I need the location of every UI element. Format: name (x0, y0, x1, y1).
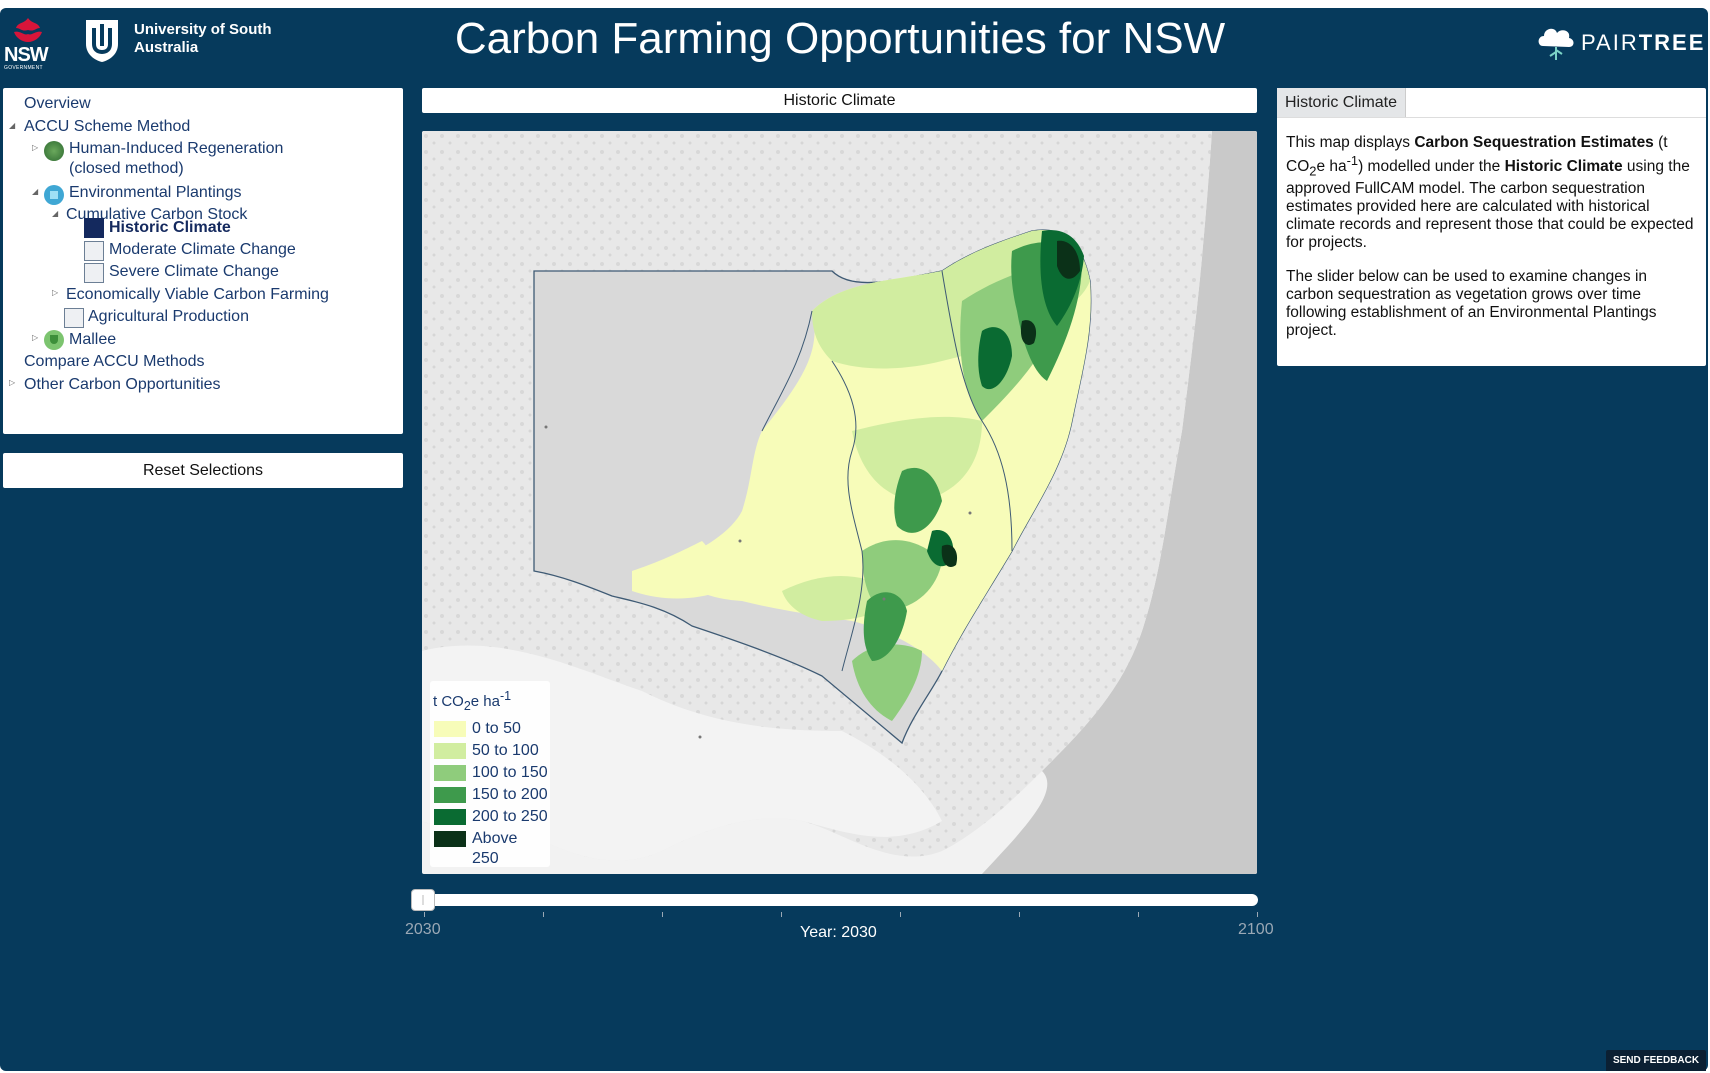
unisa-logo-text: University of South Australia (134, 21, 272, 56)
slider-tick (781, 912, 782, 917)
info-text: This map displays Carbon Sequestration E… (1286, 134, 1696, 356)
class-above-250-coast (941, 544, 958, 567)
mallee-icon (44, 330, 64, 350)
place-marker (698, 735, 702, 739)
tree-item-agricultural-production[interactable]: Agricultural Production (88, 308, 249, 325)
tree-item-other-carbon[interactable]: Other Carbon Opportunities (24, 376, 221, 393)
tree-item-accu-scheme[interactable]: ACCU Scheme Method (24, 118, 191, 135)
caret-expanded-icon[interactable]: ◢ (32, 187, 39, 196)
divider (1277, 117, 1706, 118)
class-above-250-north (1057, 240, 1080, 279)
severe-climate-checkbox[interactable] (84, 263, 104, 283)
legend-row: 50 to 100 (434, 741, 548, 761)
tree-item-moderate-climate[interactable]: Moderate Climate Change (109, 241, 296, 258)
agricultural-production-checkbox[interactable] (64, 308, 84, 328)
waratah-icon (14, 18, 42, 42)
tree-item-severe-climate[interactable]: Severe Climate Change (109, 263, 279, 280)
tree-item-mallee[interactable]: Mallee (69, 331, 117, 348)
legend-swatch (434, 809, 466, 825)
map-title: Historic Climate (422, 88, 1257, 113)
page-title: Carbon Farming Opportunities for NSW (454, 14, 1226, 63)
tree-item-hir[interactable]: Human-Induced Regeneration (closed metho… (69, 140, 284, 177)
legend-swatch (434, 721, 466, 737)
class-100-150-se (852, 644, 922, 721)
caret-expanded-icon[interactable]: ◢ (52, 209, 59, 218)
caret-expanded-icon[interactable]: ◢ (9, 121, 16, 130)
slider-value-label: Year: 2030 (800, 924, 877, 941)
nsw-government-logo: NSW GOVERNMENT (2, 16, 56, 72)
class-150-200-south (863, 592, 907, 661)
map-view[interactable]: t CO2e ha-1 0 to 50 50 to 100 100 to 150… (422, 131, 1257, 874)
legend-swatch (434, 765, 466, 781)
unisa-shield-icon (86, 20, 118, 62)
year-slider-track[interactable] (422, 894, 1258, 906)
slider-tick (543, 912, 544, 917)
pairtree-logo: PAIRTREE (1535, 20, 1703, 64)
slider-tick (1257, 912, 1258, 917)
info-paragraph-2: The slider below can be used to examine … (1286, 268, 1657, 340)
legend-row: Above 250 (434, 829, 548, 867)
class-0-50-west (632, 541, 722, 599)
year-slider-handle[interactable] (411, 889, 435, 911)
legend-row: 100 to 150 (434, 763, 548, 783)
slider-tick (1138, 912, 1139, 917)
region-border (831, 360, 864, 672)
place-marker (544, 425, 548, 429)
legend-swatch (434, 831, 466, 847)
region-border (761, 310, 813, 432)
legend-swatch (434, 787, 466, 803)
tree-item-cumulative-carbon[interactable]: Cumulative Carbon Stock (66, 206, 248, 223)
class-above-250-mid (1020, 320, 1037, 345)
environmental-plantings-icon (44, 185, 64, 205)
class-150-200-central (894, 467, 942, 533)
layer-tree-panel: Overview ◢ ACCU Scheme Method ▷ Human-In… (3, 88, 403, 434)
slider-tick (1019, 912, 1020, 917)
caret-collapsed-icon[interactable]: ▷ (32, 143, 39, 152)
victoria-land (422, 645, 942, 861)
place-marker (882, 597, 886, 601)
tree-item-historic-climate[interactable]: Historic Climate (109, 219, 231, 236)
legend-row: 0 to 50 (434, 719, 548, 739)
tree-item-compare-accu[interactable]: Compare ACCU Methods (24, 353, 205, 370)
ocean (982, 131, 1257, 874)
caret-collapsed-icon[interactable]: ▷ (52, 288, 59, 297)
info-tab[interactable]: Historic Climate (1277, 88, 1407, 117)
moderate-climate-checkbox[interactable] (84, 241, 104, 261)
tree-item-economically-viable[interactable]: Economically Viable Carbon Farming (66, 286, 329, 303)
class-50-100-south (782, 576, 892, 621)
caret-collapsed-icon[interactable]: ▷ (9, 378, 16, 387)
region-border (981, 420, 1013, 552)
class-50-100-central (852, 416, 982, 501)
place-marker (968, 511, 972, 515)
cloud-tree-icon (1538, 28, 1574, 60)
legend-title: t CO2e ha-1 (433, 689, 512, 713)
nsw-logo-subtext: GOVERNMENT (4, 65, 43, 71)
region-border (941, 270, 983, 422)
caret-collapsed-icon[interactable]: ▷ (32, 333, 39, 342)
slider-tick (662, 912, 663, 917)
hir-layer-icon (44, 141, 64, 161)
historic-climate-checkbox[interactable] (84, 218, 104, 238)
slider-tick (424, 912, 425, 917)
info-paragraph-1: This map displays Carbon Sequestration E… (1286, 134, 1694, 252)
tree-item-overview[interactable]: Overview (24, 95, 91, 112)
slider-min-label: 2030 (405, 921, 441, 938)
map-legend: t CO2e ha-1 0 to 50 50 to 100 100 to 150… (430, 681, 550, 867)
class-200-250-mid (978, 327, 1012, 390)
place-marker (738, 539, 742, 543)
pairtree-logo-text: PAIRTREE (1581, 30, 1706, 55)
legend-row: 150 to 200 (434, 785, 548, 805)
legend-row: 200 to 250 (434, 807, 548, 827)
info-panel: Historic Climate This map displays Carbo… (1277, 88, 1706, 366)
reset-selections-button[interactable]: Reset Selections (3, 453, 403, 488)
tree-item-environmental-plantings[interactable]: Environmental Plantings (69, 184, 242, 201)
slider-tick (900, 912, 901, 917)
nsw-map[interactable] (422, 131, 1257, 874)
slider-max-label: 2100 (1238, 921, 1274, 938)
send-feedback-button[interactable]: SEND FEEDBACK (1606, 1050, 1706, 1071)
nsw-logo-text: NSW (4, 44, 49, 66)
legend-swatch (434, 743, 466, 759)
